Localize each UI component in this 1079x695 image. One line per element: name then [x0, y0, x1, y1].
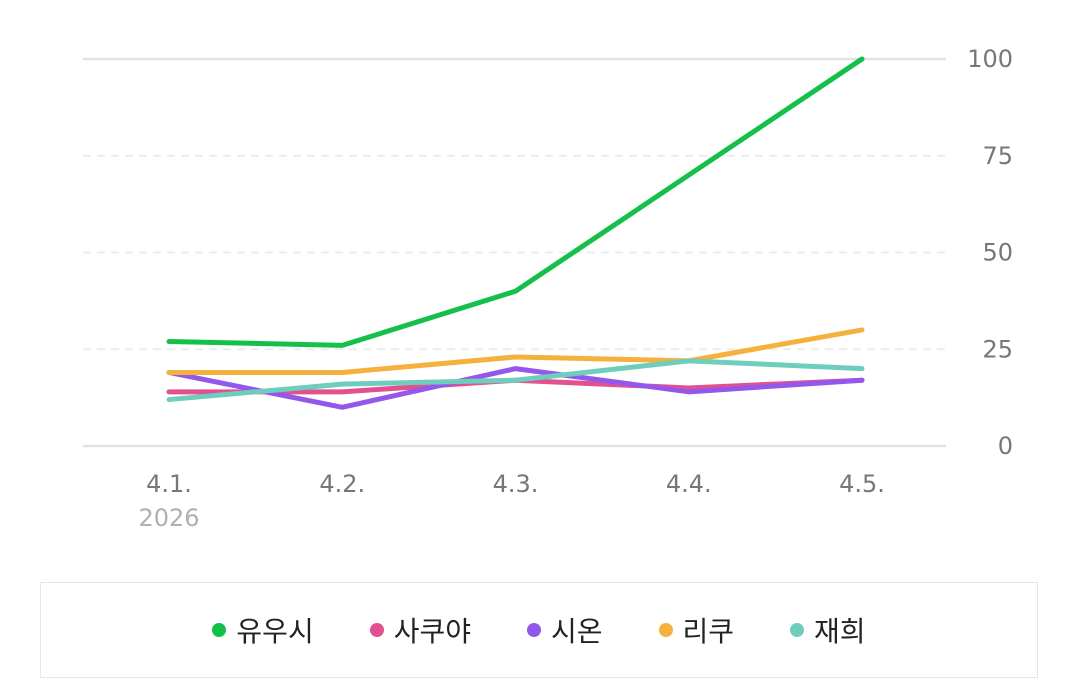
legend-dot-icon [212, 623, 227, 637]
y-tick-label: 0 [998, 432, 1013, 460]
legend-dot-icon [658, 623, 673, 637]
x-tick-label: 4.3. [493, 470, 539, 498]
legend-dot-icon [790, 623, 805, 637]
series-line-4 [166, 358, 865, 403]
legend-label: 사쿠야 [393, 615, 471, 648]
legend-item[interactable]: 사쿠야 [369, 610, 471, 650]
legend-item[interactable]: 시온 [526, 610, 603, 650]
x-tick-year-label: 2026 [138, 504, 199, 532]
legend-label: 시온 [550, 615, 603, 648]
y-tick-label: 75 [982, 142, 1013, 170]
series-line-3 [166, 327, 865, 375]
x-axis: 4.1. 2026 4.2. 4.3. 4.4. 4.5. [138, 470, 884, 532]
x-tick-label: 4.5. [839, 470, 885, 498]
legend: 유우시 사쿠야 시온 리쿠 재희 [40, 582, 1038, 678]
x-tick-label: 4.2. [319, 470, 365, 498]
legend-label: 유우시 [236, 615, 314, 648]
line-chart: 0 25 50 75 100 4.1. 2026 4.2. 4.3. 4.4. 4.5. [83, 45, 1013, 532]
legend-dot-icon [369, 623, 384, 637]
legend-item[interactable]: 유우시 [212, 610, 314, 650]
series-line-2 [166, 366, 865, 410]
y-tick-label: 25 [982, 335, 1013, 363]
y-tick-label: 50 [982, 239, 1013, 267]
x-tick-label: 4.1. [146, 470, 192, 498]
grid-lines [83, 57, 946, 448]
legend-item[interactable]: 리쿠 [658, 610, 735, 650]
series-lines [166, 56, 865, 410]
legend-label: 재희 [814, 615, 866, 648]
legend-dot-icon [526, 623, 541, 637]
legend-label: 리쿠 [682, 615, 735, 648]
y-axis: 0 25 50 75 100 [967, 45, 1013, 460]
legend-item[interactable]: 재희 [790, 610, 866, 650]
x-tick-label: 4.4. [666, 470, 712, 498]
series-line-0 [166, 56, 865, 348]
y-tick-label: 100 [967, 45, 1013, 73]
